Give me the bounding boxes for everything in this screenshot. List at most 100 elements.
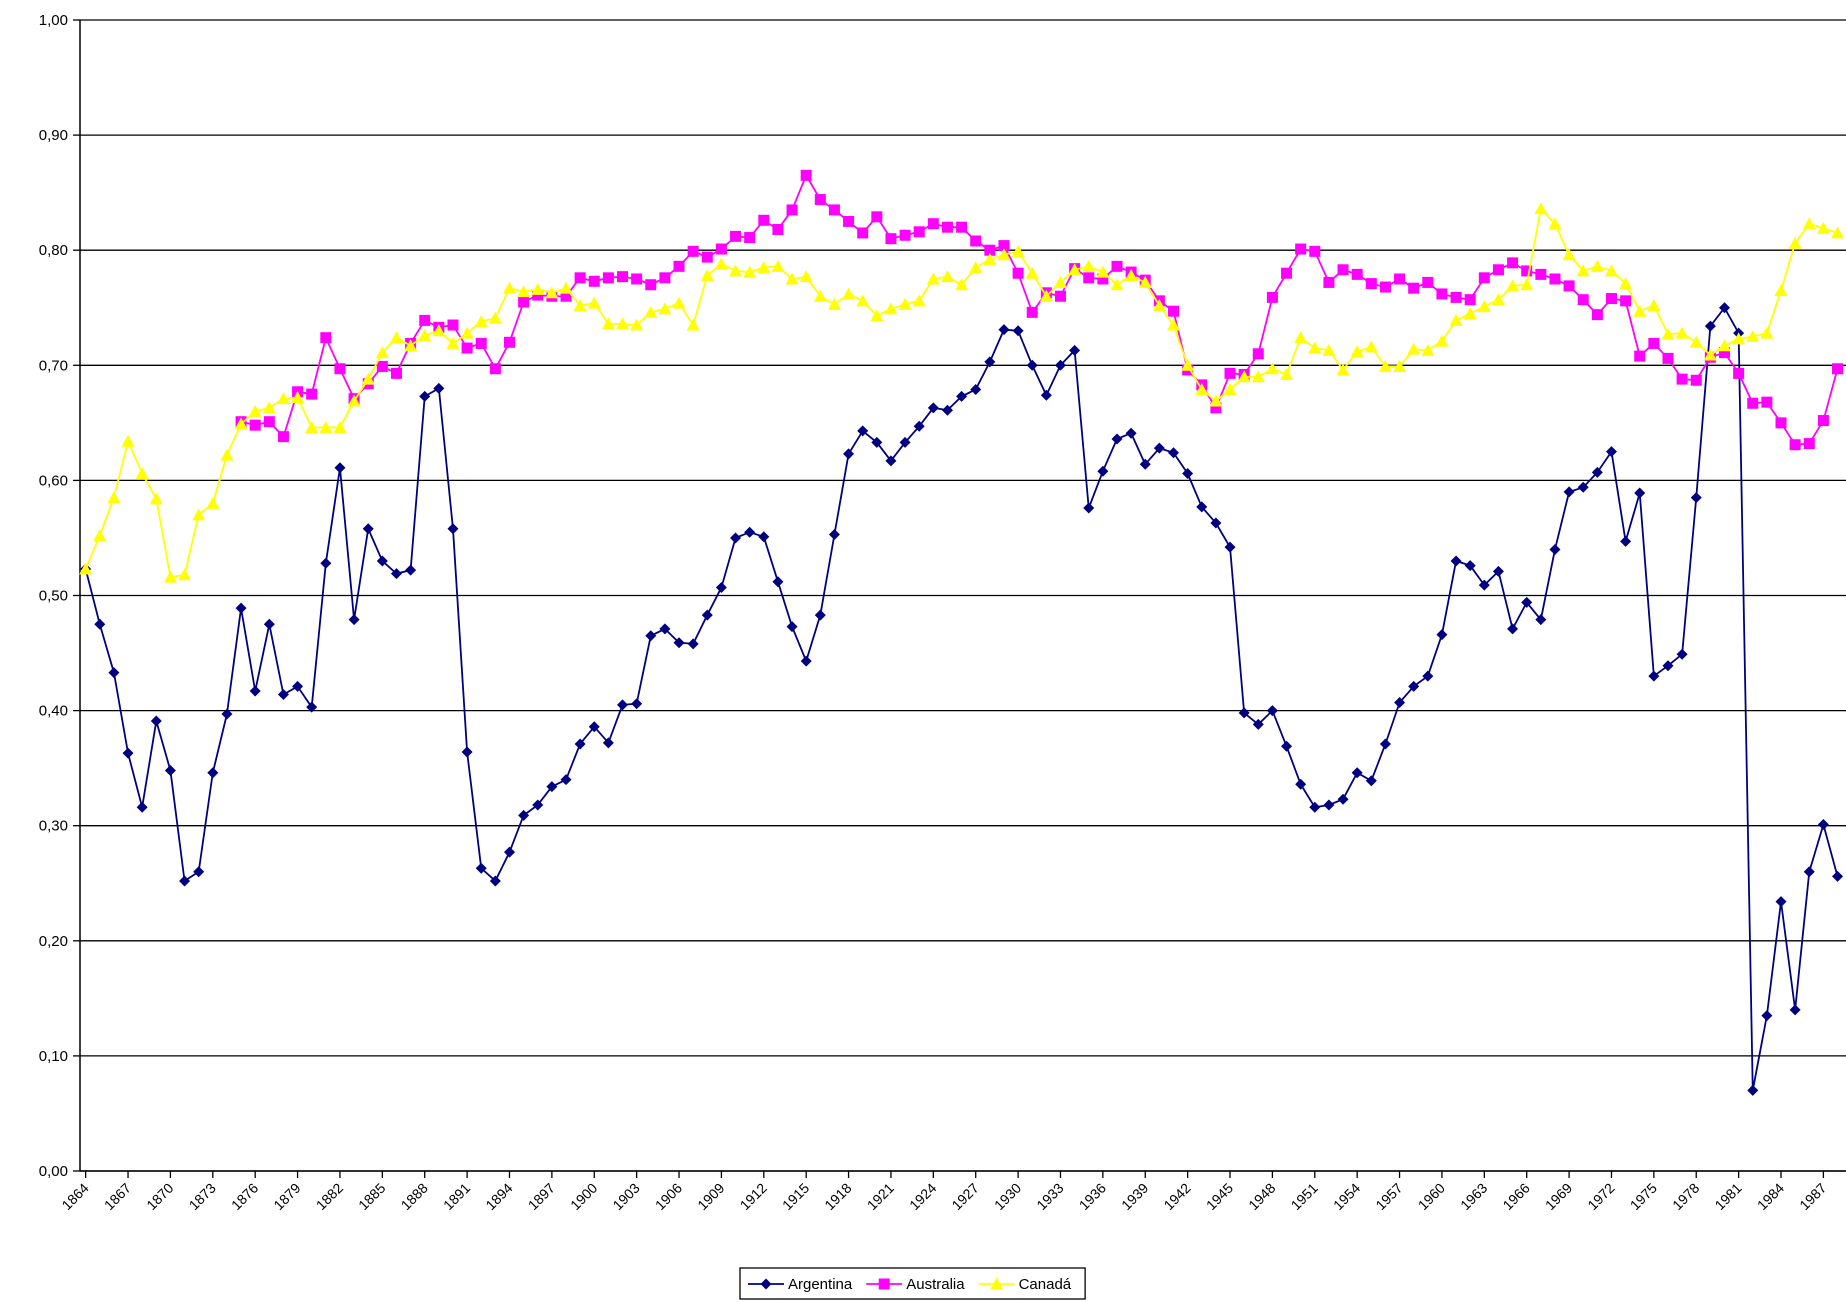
marker <box>1026 359 1038 371</box>
marker <box>1252 718 1264 730</box>
marker <box>179 875 191 887</box>
marker <box>1337 793 1349 805</box>
marker <box>348 614 360 626</box>
marker <box>814 609 826 621</box>
marker <box>813 289 827 302</box>
marker <box>926 272 940 285</box>
marker <box>884 302 898 315</box>
x-tick-label: 1939 <box>1118 1180 1151 1213</box>
marker <box>1167 318 1181 331</box>
x-tick-label: 1906 <box>652 1180 685 1213</box>
marker <box>1378 359 1392 372</box>
marker <box>673 637 685 649</box>
marker <box>1463 307 1477 320</box>
marker <box>1224 367 1236 379</box>
x-tick-label: 1936 <box>1076 1180 1109 1213</box>
marker <box>1521 596 1533 608</box>
marker <box>121 434 135 447</box>
marker <box>644 305 658 318</box>
marker <box>347 394 361 407</box>
marker <box>1803 438 1815 450</box>
y-tick-label: 0,00 <box>39 1163 68 1180</box>
marker <box>1562 248 1576 261</box>
marker <box>1351 268 1363 280</box>
x-tick-label: 1951 <box>1288 1180 1321 1213</box>
marker <box>1379 738 1391 750</box>
marker <box>843 448 855 460</box>
marker <box>1138 275 1152 288</box>
marker <box>1323 276 1335 288</box>
marker <box>857 425 869 437</box>
marker <box>700 269 714 282</box>
marker <box>263 618 275 630</box>
marker <box>1295 778 1307 790</box>
marker <box>645 279 657 291</box>
marker <box>645 630 657 642</box>
marker <box>1181 358 1195 371</box>
marker <box>1648 670 1660 682</box>
marker <box>1110 278 1124 291</box>
x-tick-label: 1957 <box>1372 1180 1405 1213</box>
x-tick-label: 1963 <box>1457 1180 1490 1213</box>
marker <box>1125 427 1137 439</box>
marker <box>842 287 856 300</box>
marker <box>1506 279 1520 292</box>
marker <box>163 570 177 583</box>
marker <box>1676 648 1688 660</box>
marker <box>1832 870 1844 882</box>
marker <box>744 526 756 538</box>
marker <box>1040 389 1052 401</box>
marker <box>1111 433 1123 445</box>
marker <box>1196 501 1208 513</box>
marker <box>249 685 261 697</box>
marker <box>757 260 771 273</box>
marker <box>1535 268 1547 280</box>
marker <box>940 270 954 283</box>
marker <box>587 296 601 309</box>
marker <box>1237 370 1251 383</box>
marker <box>1761 396 1773 408</box>
marker <box>419 390 431 402</box>
marker <box>361 372 375 385</box>
x-tick-label: 1918 <box>821 1180 854 1213</box>
marker <box>334 462 346 474</box>
marker <box>461 342 473 354</box>
x-tick-label: 1867 <box>101 1180 134 1213</box>
marker <box>1704 320 1716 332</box>
marker <box>489 875 501 887</box>
marker <box>1662 352 1674 364</box>
marker <box>687 245 699 257</box>
x-tick-label: 1873 <box>186 1180 219 1213</box>
marker <box>786 204 798 216</box>
marker <box>941 221 953 233</box>
marker <box>1591 466 1603 478</box>
marker <box>616 317 630 330</box>
marker <box>418 328 432 341</box>
marker <box>150 715 162 727</box>
marker <box>546 781 558 793</box>
marker <box>306 388 318 400</box>
marker <box>1337 264 1349 276</box>
marker <box>1492 264 1504 276</box>
y-tick-label: 0,90 <box>39 127 68 144</box>
marker <box>375 346 389 359</box>
marker <box>235 602 247 614</box>
marker <box>560 290 572 302</box>
marker <box>291 391 305 404</box>
marker <box>320 332 332 344</box>
marker <box>800 169 812 181</box>
x-tick-label: 1870 <box>143 1180 176 1213</box>
marker <box>475 337 487 349</box>
x-tick-label: 1975 <box>1627 1180 1660 1213</box>
marker <box>319 420 333 433</box>
x-tick-label: 1894 <box>482 1180 515 1213</box>
marker <box>1535 614 1547 626</box>
marker <box>673 260 685 272</box>
marker <box>1690 492 1702 504</box>
marker <box>1195 382 1209 395</box>
marker <box>1111 260 1123 272</box>
marker <box>149 492 163 505</box>
x-tick-label: 1945 <box>1203 1180 1236 1213</box>
marker <box>1069 344 1081 356</box>
marker <box>1436 629 1448 641</box>
